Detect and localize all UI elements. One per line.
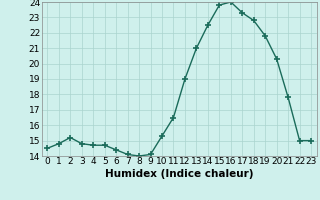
X-axis label: Humidex (Indice chaleur): Humidex (Indice chaleur) bbox=[105, 169, 253, 179]
